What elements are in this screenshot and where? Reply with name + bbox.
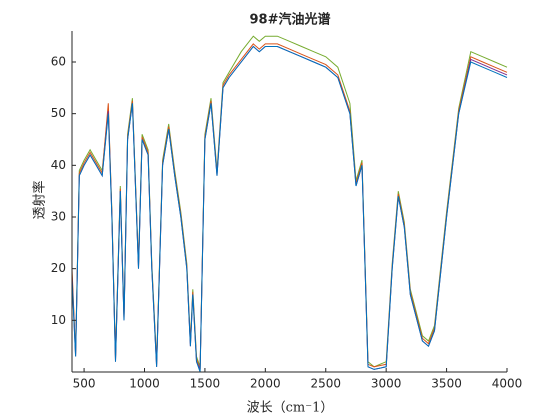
x-tick-label: 3000 (371, 377, 402, 391)
x-tick-label: 4000 (492, 377, 523, 391)
x-tick-label: 3500 (431, 377, 462, 391)
x-tick-label: 1000 (129, 377, 160, 391)
x-tick-label: 1500 (190, 377, 221, 391)
x-tick-label: 500 (73, 377, 96, 391)
y-tick-label: 60 (51, 55, 66, 69)
y-tick-label: 50 (51, 106, 66, 120)
chart-title: 98#汽油光谱 (250, 12, 331, 28)
y-tick-label: 40 (51, 158, 66, 172)
x-tick-label: 2500 (310, 377, 341, 391)
series-line (71, 45, 508, 370)
series-line (71, 45, 508, 373)
series-line (71, 35, 508, 368)
series-line (71, 43, 508, 370)
x-tick-label: 2000 (250, 377, 281, 391)
y-axis-label: 透射率 (32, 180, 48, 219)
y-tick-label: 30 (51, 210, 66, 224)
x-axis-label: 波长（cm⁻1） (247, 401, 334, 416)
y-tick-label: 20 (51, 261, 66, 275)
y-tick-label: 10 (51, 313, 66, 327)
